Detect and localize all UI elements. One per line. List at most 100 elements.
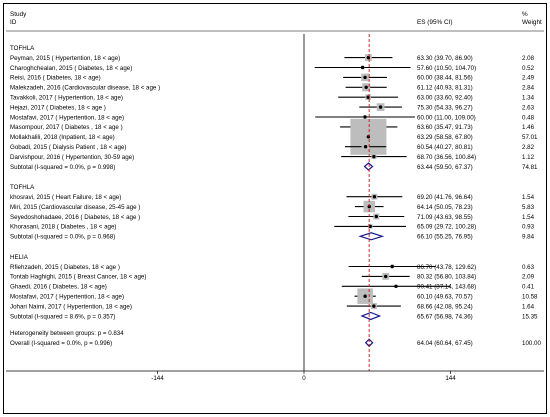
study-ci: 64.14 (50.05, 78.23) — [417, 204, 473, 211]
study-label: Ghaedi, 2016 ( Diabetes, 18 < age) — [10, 284, 107, 291]
overall-weight: 100.00 — [522, 340, 541, 347]
study-ci: 60.10 (49.63, 70.57) — [417, 293, 473, 300]
subtotal-ci: 63.44 (59.50, 67.37) — [417, 164, 473, 171]
study-ci: 71.09 (43.63, 98.55) — [417, 214, 473, 221]
study-label: Johari Naimi, 2017 ( Hypertention, 18 < … — [10, 303, 132, 310]
header-es: ES (95% CI) — [417, 19, 453, 26]
study-ci: 63.60 (35.47, 91.73) — [417, 124, 473, 131]
study-weight: 0.93 — [522, 224, 535, 231]
study-ci: 60.54 (40.27, 80.81) — [417, 144, 473, 151]
point-estimate — [363, 75, 367, 80]
study-weight: 2.08 — [522, 55, 535, 62]
point-estimate — [384, 274, 388, 279]
header-weight: Weight — [522, 19, 542, 26]
study-ci: 60.00 (11.00, 109.00) — [417, 114, 476, 121]
study-weight: 2.49 — [522, 75, 535, 82]
study-weight: 1.34 — [522, 95, 535, 102]
study-label: Tavakkoli, 2017 ( Hypertention, 18 < age… — [10, 95, 123, 102]
study-ci: 90.41 (37.14, 143.68) — [417, 284, 476, 291]
study-label: Peyman, 2015 ( Hypertention, 18 < age) — [10, 55, 120, 62]
study-label: Khorasani, 2018 ( Diabetes , 18 < age) — [10, 224, 116, 231]
point-estimate — [372, 154, 376, 159]
study-weight: 0.48 — [522, 114, 535, 121]
subtotal-diamond — [360, 311, 382, 321]
point-estimate — [363, 294, 367, 298]
point-estimate — [363, 115, 367, 119]
x-tick-label: 144 — [445, 375, 456, 382]
study-ci: 80.32 (56.80, 103.84) — [417, 274, 476, 281]
study-ci: 75.30 (54.33, 96.27) — [417, 104, 473, 111]
study-label: Gobadi, 2015 ( Dialysis Patient , 18 < a… — [10, 144, 126, 151]
x-tick-label: -144 — [151, 375, 164, 382]
study-ci: 60.00 (38.44, 81.56) — [417, 75, 473, 82]
study-weight: 2.84 — [522, 85, 535, 92]
point-estimate — [372, 304, 376, 308]
overall-ci: 64.04 (60.64, 67.45) — [417, 340, 473, 347]
point-estimate — [372, 194, 377, 199]
heterogeneity-text: Heterogeneity between groups: p = 0.834 — [10, 330, 124, 337]
subtotal-label: Subtotal (I-squared = 0.0%, p = 0.968) — [10, 234, 115, 241]
study-ci: 68.66 (42.08, 95.24) — [417, 303, 473, 310]
study-label: Mostafavi, 2017 ( Hypertention, 18 < age… — [10, 114, 124, 121]
study-ci: 57.60 (10.50, 104.70) — [417, 65, 476, 72]
subtotal-label: Subtotal (I-squared = 8.6%, p = 0.357) — [10, 313, 115, 320]
study-label: Mostafavi, 2017 ( Hypertention, 18 < age… — [10, 293, 124, 300]
study-weight: 1.54 — [522, 214, 535, 221]
study-ci: 63.30 (39.70, 86.90) — [417, 55, 473, 62]
point-estimate — [363, 145, 368, 149]
group-title: TOFHLA — [10, 45, 35, 52]
point-estimate — [390, 264, 394, 269]
study-weight: 0.41 — [522, 284, 535, 291]
subtotal-ci: 65.67 (56.98, 74.36) — [417, 313, 473, 320]
study-weight: 10.58 — [522, 293, 538, 300]
study-label: Seyedoshohadaee, 2016 ( Diabetes, 18 < a… — [10, 214, 140, 221]
group-title: TOFHLA — [10, 184, 35, 191]
subtotal-weight: 9.84 — [522, 234, 535, 241]
subtotal-weight: 74.81 — [522, 164, 538, 171]
point-estimate — [394, 284, 398, 288]
study-weight: 1.54 — [522, 194, 535, 201]
study-ci: 63.29 (58.58, 67.80) — [417, 134, 473, 141]
study-ci: 86.70 (43.78, 129.62) — [417, 264, 476, 271]
overall-diamond — [364, 338, 374, 348]
subtotal-ci: 66.10 (55.25, 76.95) — [417, 234, 473, 241]
point-estimate — [374, 214, 379, 219]
study-weight: 57.01 — [522, 134, 538, 141]
study-label: Malekzadeh, 2016 (Cardiovascular disease… — [10, 85, 160, 92]
study-weight: 0.52 — [522, 65, 535, 72]
point-estimate — [360, 65, 365, 70]
study-ci: 63.00 (33.60, 92.40) — [417, 95, 473, 102]
header-study: Study — [10, 11, 27, 18]
header-pct: % — [522, 11, 528, 18]
point-estimate — [364, 85, 368, 90]
study-label: Rfiehzadeh, 2015 ( Diabetes, 18 < age ) — [10, 264, 120, 271]
study-weight: 5.83 — [522, 204, 535, 211]
point-estimate — [378, 105, 383, 109]
study-weight: 0.63 — [522, 264, 535, 271]
study-label: khosravi, 2015 ( Heart Failure, 18 < age… — [10, 194, 121, 201]
group-title: HELIA — [10, 254, 29, 261]
study-ci: 65.09 (29.72, 100.28) — [417, 224, 476, 231]
study-label: Masompour, 2017 ( Diabetes , 18 < age ) — [10, 124, 123, 131]
study-ci: 61.12 (40.93, 81.31) — [417, 85, 473, 92]
overall-label: Overall (I-squared = 0.0%, p = 0.996) — [10, 340, 112, 347]
subtotal-diamond — [363, 162, 374, 171]
study-weight: 1.46 — [522, 124, 535, 131]
study-label: Tontab Haghighi, 2015 ( Breast Cancer, 1… — [10, 274, 146, 281]
x-tick-label: 0 — [302, 375, 306, 382]
subtotal-diamond — [358, 232, 385, 241]
study-weight: 2.09 — [522, 274, 535, 281]
subtotal-weight: 15.35 — [522, 313, 538, 320]
study-weight: 2.82 — [522, 144, 535, 151]
figure-frame — [3, 3, 547, 414]
study-weight: 2.63 — [522, 104, 535, 111]
study-weight: 1.64 — [522, 303, 535, 310]
header-id: ID — [10, 19, 17, 26]
study-label: Miri, 2015 (Cardiovascular disease, 25-4… — [10, 204, 140, 211]
study-label: Mollakhalili, 2018 (Inpatient, 18 < age) — [10, 134, 115, 141]
study-ci: 68.70 (36.56, 100.84) — [417, 154, 476, 161]
study-label: Darvishpour, 2016 ( Hypertention, 30-59 … — [10, 154, 134, 161]
study-weight: 1.12 — [522, 154, 535, 161]
study-ci: 69.20 (41.76, 96.64) — [417, 194, 473, 201]
